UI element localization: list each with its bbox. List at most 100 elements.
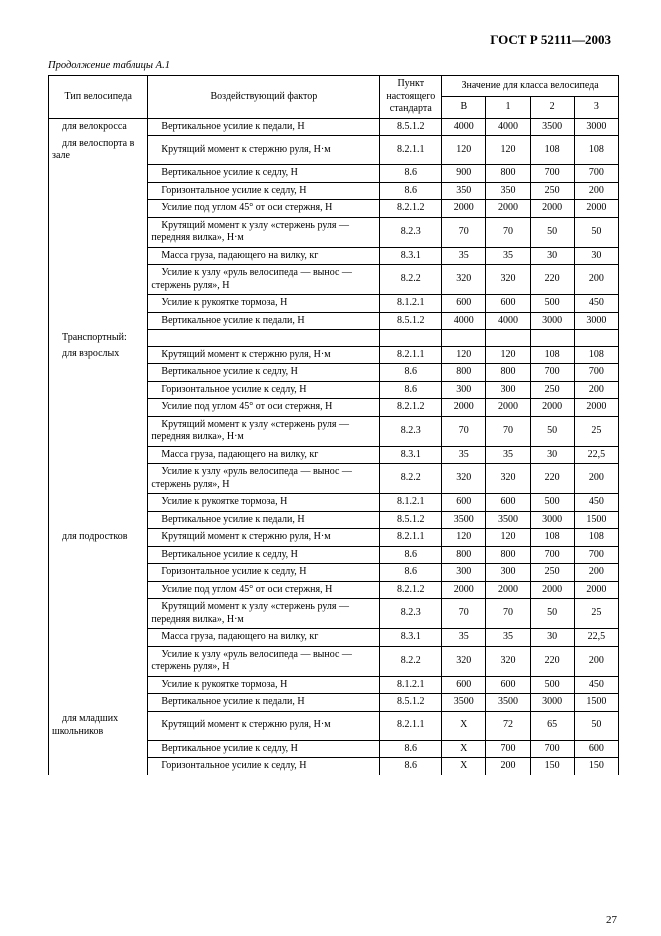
table-row: Усилие к рукоятке тормоза, Н8.1.2.160060…	[49, 295, 619, 313]
type-cell: для младших школьников	[49, 711, 148, 740]
value-cell: 320	[442, 265, 486, 295]
punkt-cell: 8.2.1.1	[380, 711, 442, 740]
value-cell: 300	[442, 564, 486, 582]
value-cell: 70	[442, 416, 486, 446]
type-cell	[49, 364, 148, 382]
type-cell	[49, 381, 148, 399]
value-cell: 120	[486, 136, 530, 165]
type-cell	[49, 629, 148, 647]
table-row: Усилие под углом 45° от оси стержня, Н8.…	[49, 581, 619, 599]
punkt-cell: 8.3.1	[380, 247, 442, 265]
factor-cell: Вертикальное усилие к седлу, Н	[148, 364, 380, 382]
col-punkt: Пункт настоящего стандарта	[380, 76, 442, 119]
type-cell	[49, 758, 148, 775]
value-cell: 450	[574, 676, 618, 694]
value-cell: 150	[574, 758, 618, 775]
value-cell: 2000	[574, 399, 618, 417]
value-cell: 3000	[574, 118, 618, 136]
value-cell: 108	[530, 136, 574, 165]
value-cell: 600	[486, 676, 530, 694]
factor-cell: Усилие к рукоятке тормоза, Н	[148, 494, 380, 512]
table-row: Усилие к узлу «руль велосипеда — вынос —…	[49, 464, 619, 494]
factor-cell: Крутящий момент к стержню руля, Н·м	[148, 711, 380, 740]
value-cell: 108	[530, 346, 574, 364]
factor-cell: Усилие под углом 45° от оси стержня, Н	[148, 581, 380, 599]
punkt-cell: 8.6	[380, 546, 442, 564]
value-cell: 900	[442, 165, 486, 183]
punkt-cell: 8.6	[380, 564, 442, 582]
value-cell: 2000	[530, 581, 574, 599]
value-cell: 50	[574, 217, 618, 247]
value-cell: 700	[574, 165, 618, 183]
value-cell: X	[442, 711, 486, 740]
factor-cell: Усилие под углом 45° от оси стержня, Н	[148, 200, 380, 218]
value-cell: 700	[530, 364, 574, 382]
value-cell: 108	[574, 529, 618, 547]
type-cell	[49, 676, 148, 694]
punkt-cell: 8.2.3	[380, 217, 442, 247]
type-cell	[49, 399, 148, 417]
punkt-cell: 8.6	[380, 758, 442, 775]
value-cell	[530, 330, 574, 347]
factor-cell: Вертикальное усилие к педали, Н	[148, 118, 380, 136]
table-row: Масса груза, падающего на вилку, кг8.3.1…	[49, 629, 619, 647]
value-cell: 300	[486, 381, 530, 399]
value-cell: 4000	[442, 312, 486, 330]
factor-cell: Усилие к узлу «руль велосипеда — вынос —…	[148, 265, 380, 295]
value-cell: 500	[530, 676, 574, 694]
value-cell: 3000	[530, 312, 574, 330]
table-row: Усилие под углом 45° от оси стержня, Н8.…	[49, 399, 619, 417]
value-cell: 120	[442, 529, 486, 547]
value-cell: 70	[442, 599, 486, 629]
factor-cell: Усилие к узлу «руль велосипеда — вынос —…	[148, 464, 380, 494]
type-cell	[49, 694, 148, 712]
value-cell: 70	[486, 599, 530, 629]
value-cell: 220	[530, 464, 574, 494]
value-cell: 450	[574, 295, 618, 313]
value-cell: 70	[486, 416, 530, 446]
table-row: Вертикальное усилие к педали, Н8.5.1.235…	[49, 694, 619, 712]
table-body: для велокроссаВертикальное усилие к педа…	[49, 118, 619, 775]
value-cell: 35	[442, 446, 486, 464]
col-type: Тип велосипеда	[49, 76, 148, 119]
type-cell: Транспортный:	[49, 330, 148, 347]
value-cell: 120	[442, 346, 486, 364]
col-val-B: В	[442, 97, 486, 118]
value-cell: 2000	[442, 581, 486, 599]
value-cell: 30	[530, 629, 574, 647]
value-cell: 320	[442, 464, 486, 494]
value-cell: 250	[530, 182, 574, 200]
value-cell: 65	[530, 711, 574, 740]
punkt-cell: 8.6	[380, 740, 442, 758]
table-row: Вертикальное усилие к педали, Н8.5.1.235…	[49, 511, 619, 529]
type-cell: для велоспорта в зале	[49, 136, 148, 165]
value-cell: 3000	[530, 511, 574, 529]
value-cell: 200	[574, 564, 618, 582]
value-cell: 200	[574, 646, 618, 676]
punkt-cell: 8.2.2	[380, 646, 442, 676]
value-cell: 200	[574, 182, 618, 200]
factor-cell: Крутящий момент к узлу «стержень руля — …	[148, 416, 380, 446]
value-cell: 200	[574, 381, 618, 399]
punkt-cell: 8.3.1	[380, 446, 442, 464]
value-cell: 500	[530, 295, 574, 313]
punkt-cell: 8.2.1.2	[380, 581, 442, 599]
value-cell: 600	[442, 676, 486, 694]
punkt-cell: 8.5.1.2	[380, 118, 442, 136]
punkt-cell: 8.2.2	[380, 464, 442, 494]
table-row: Транспортный:	[49, 330, 619, 347]
punkt-cell: 8.6	[380, 364, 442, 382]
value-cell: 320	[486, 265, 530, 295]
doc-id: ГОСТ Р 52111—2003	[48, 32, 611, 48]
factor-cell: Вертикальное усилие к седлу, Н	[148, 165, 380, 183]
type-cell	[49, 511, 148, 529]
table-row: для взрослыхКрутящий момент к стержню ру…	[49, 346, 619, 364]
value-cell: 4000	[442, 118, 486, 136]
value-cell: 50	[574, 711, 618, 740]
table-row: Крутящий момент к узлу «стержень руля — …	[49, 217, 619, 247]
factor-cell: Усилие под углом 45° от оси стержня, Н	[148, 399, 380, 417]
table-row: Усилие к узлу «руль велосипеда — вынос —…	[49, 646, 619, 676]
value-cell: 250	[530, 381, 574, 399]
factor-cell: Масса груза, падающего на вилку, кг	[148, 446, 380, 464]
value-cell: 35	[486, 446, 530, 464]
